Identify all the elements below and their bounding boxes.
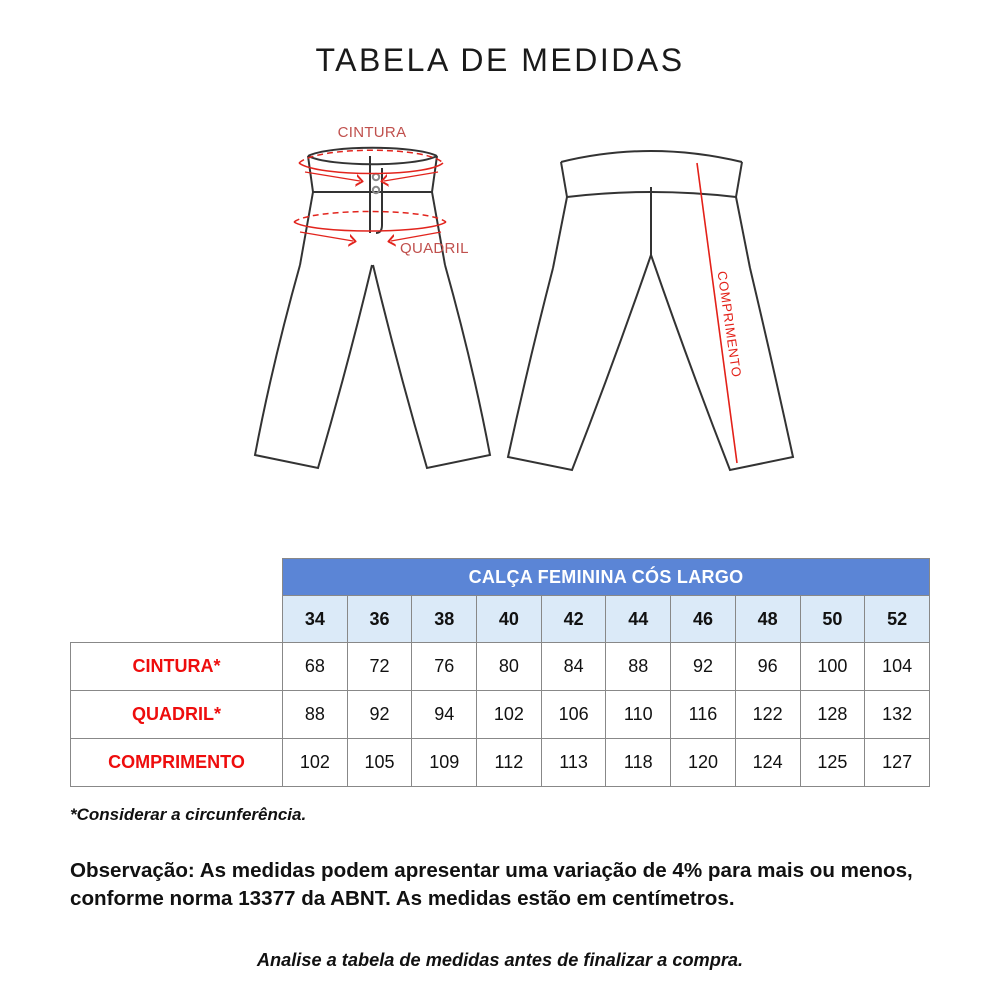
svg-text:CINTURA: CINTURA [338,124,407,141]
svg-text:QUADRIL: QUADRIL [400,240,469,257]
